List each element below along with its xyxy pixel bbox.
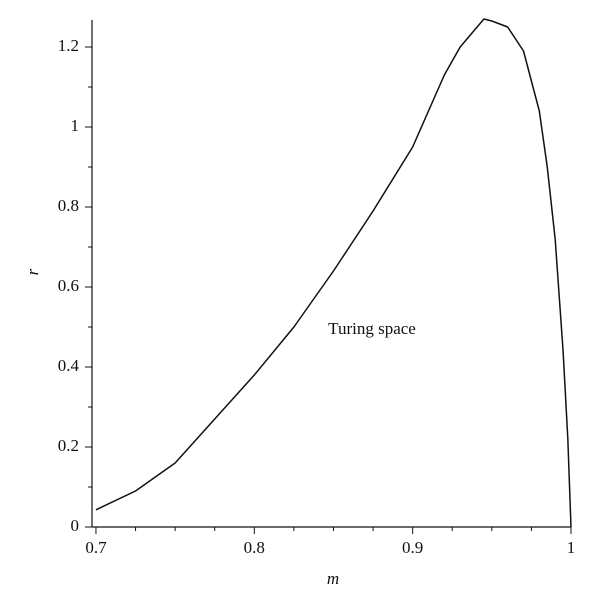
x-tick-label: 0.9 — [402, 538, 423, 557]
y-tick-label: 0.4 — [58, 356, 80, 375]
y-tick-label: 0.2 — [58, 436, 79, 455]
y-tick-label: 0 — [71, 516, 80, 535]
y-tick-label: 1.2 — [58, 36, 79, 55]
annotation: Turing space — [328, 319, 416, 338]
x-tick-label: 0.8 — [244, 538, 265, 557]
y-tick-label: 1 — [71, 116, 80, 135]
x-tick-label: 1 — [567, 538, 576, 557]
x-axis-label: m — [327, 569, 339, 588]
y-tick-label: 0.8 — [58, 196, 79, 215]
curve — [95, 18, 572, 528]
y-axis-label: r — [23, 268, 42, 275]
y-tick-label: 0.6 — [58, 276, 79, 295]
x-tick-label: 0.7 — [85, 538, 107, 557]
